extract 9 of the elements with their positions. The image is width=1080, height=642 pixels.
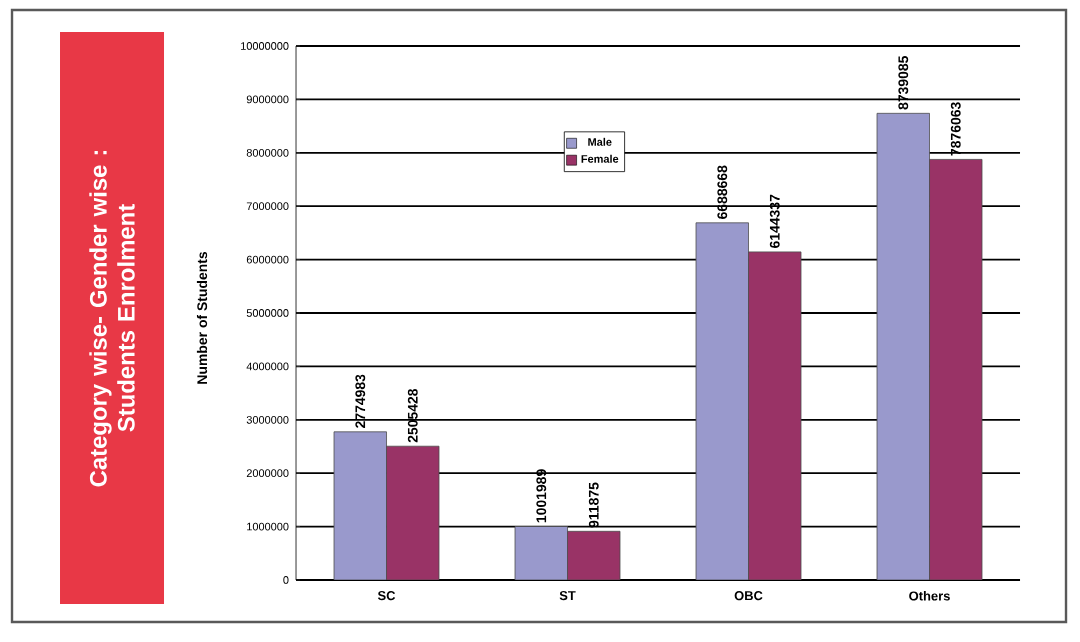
bar: [514, 526, 568, 580]
text: Category wise- Gender wise : Students Enrolment: [89, 150, 135, 487]
bar: [386, 445, 440, 580]
bar: [695, 222, 749, 580]
bar: [333, 431, 387, 580]
bar: [929, 159, 983, 580]
bar: [876, 112, 930, 580]
bar: [567, 530, 621, 580]
bar: [748, 251, 802, 580]
